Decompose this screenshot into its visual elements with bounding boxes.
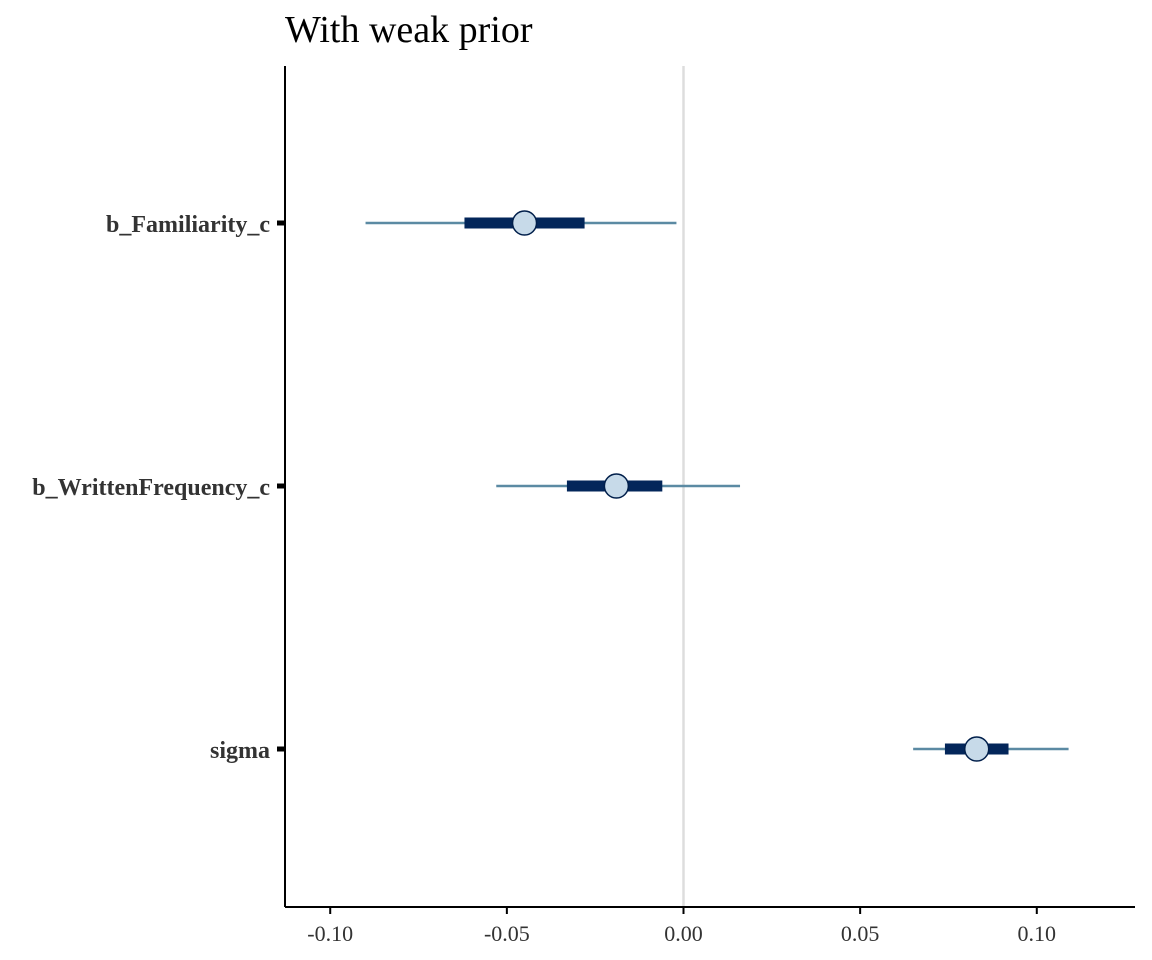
x-tick-label: 0.05 <box>841 921 880 946</box>
y-tick-label: sigma <box>210 738 270 764</box>
median-point <box>603 473 630 499</box>
y-tick-label: b_WrittenFrequency_c <box>32 475 270 501</box>
y-tick-label: b_Familiarity_c <box>106 212 270 238</box>
chart-title: With weak prior <box>285 9 533 51</box>
x-tick-label: 0.10 <box>1018 921 1057 946</box>
x-tick-label: 0.00 <box>664 921 703 946</box>
median-point <box>511 210 538 236</box>
x-tick-label: -0.05 <box>484 921 530 946</box>
plot-area: -0.10 -0.05 0.00 0.05 0.10 b_Familiarity_c b_W… <box>32 66 1135 946</box>
median-point <box>963 736 990 762</box>
x-tick-label: -0.10 <box>307 921 353 946</box>
